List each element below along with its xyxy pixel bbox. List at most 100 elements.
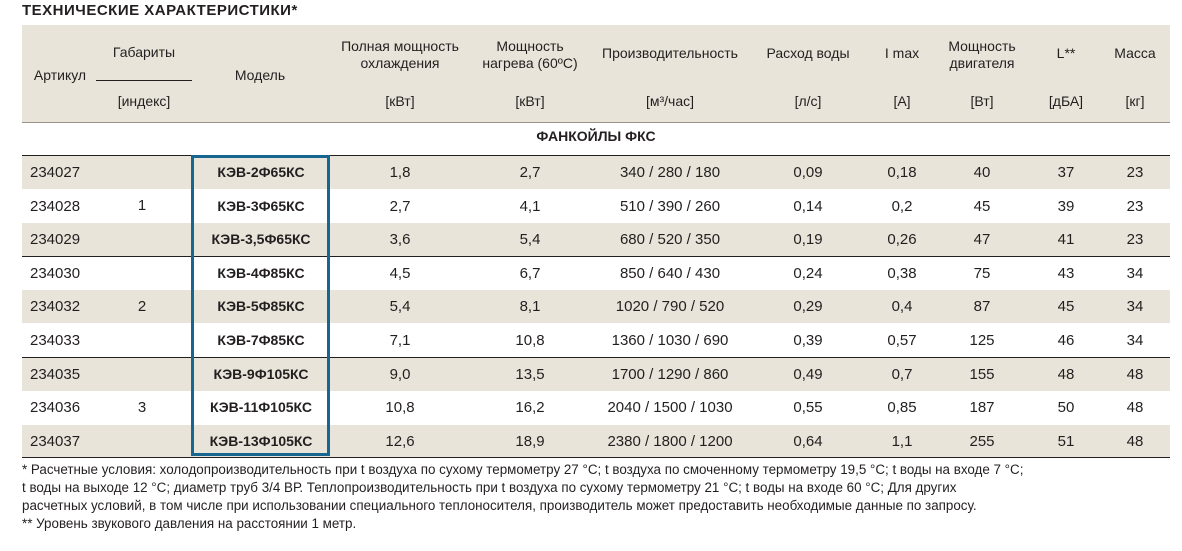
cell-productivity: 2380 / 1800 / 1200: [607, 432, 733, 450]
cell-productivity: 1360 / 1030 / 690: [611, 332, 729, 349]
header-imax: I max: [884, 45, 920, 61]
cell-imax: 0,38: [887, 264, 917, 282]
header-motor-line2: двигателя: [949, 55, 1015, 71]
cell-water-flow: 0,55: [793, 399, 823, 417]
cell-productivity: 340 / 280 / 180: [619, 164, 721, 181]
cell-model: КЭВ-7Ф85КС: [217, 332, 305, 348]
header-imax-unit: [А]: [893, 93, 911, 109]
header-mass-unit: [кг]: [1125, 93, 1145, 109]
group-divider: [22, 256, 1170, 257]
table-row: 234033 КЭВ-7Ф85КС 7,1 10,8 1360 / 1030 / 690…: [22, 324, 1170, 357]
cell-artikul: 234032: [30, 298, 81, 316]
cell-heating: 18,9: [515, 432, 545, 450]
footnote-line-2: t воды на выходе 12 °С; диаметр труб 3/4…: [22, 480, 957, 495]
cell-motor: 47: [973, 231, 991, 249]
cell-mass: 48: [1126, 365, 1144, 383]
cell-imax: 0,7: [891, 365, 913, 383]
cell-cooling: 7,1: [389, 332, 411, 349]
footnote-line-4: ** Уровень звукового давления на расстоя…: [22, 516, 357, 531]
table-top-rule: [22, 155, 1170, 156]
cell-cooling: 12,6: [385, 432, 415, 450]
group-index-2: 2: [137, 298, 147, 315]
cell-cooling: 9,0: [389, 365, 411, 383]
table-row: 234028 КЭВ-3Ф65КС 2,7 4,1 510 / 390 / 260 0,1…: [22, 190, 1170, 223]
cell-noise: 50: [1057, 399, 1075, 417]
cell-imax: 0,85: [887, 399, 917, 417]
cell-model: КЭВ-13Ф105КС: [209, 432, 313, 449]
cell-motor: 125: [969, 332, 995, 349]
header-water-flow: Расход воды: [766, 45, 850, 61]
cell-heating: 13,5: [515, 365, 545, 383]
cell-noise: 39: [1057, 197, 1075, 215]
cell-productivity: 850 / 640 / 430: [619, 264, 721, 282]
header-gabarity-unit: [индекс]: [117, 93, 171, 109]
header-heating: Мощность нагрева (60ºС): [470, 38, 590, 72]
cell-motor: 255: [969, 432, 995, 450]
cell-motor: 45: [973, 197, 991, 215]
cell-productivity: 1700 / 1290 / 860: [611, 365, 729, 383]
cell-artikul: 234035: [30, 365, 81, 383]
section-title: ФАНКОЙЛЫ ФКС: [536, 128, 656, 144]
cell-water-flow: 0,49: [793, 365, 823, 383]
cell-heating: 10,8: [515, 332, 545, 349]
cell-mass: 23: [1126, 164, 1144, 181]
table-row: 234035 КЭВ-9Ф105КС 9,0 13,5 1700 / 1290 / 86…: [22, 357, 1170, 391]
header-mass: Масса: [1114, 45, 1156, 61]
cell-productivity: 680 / 520 / 350: [619, 231, 721, 249]
header-cooling-line2: охлаждения: [360, 55, 440, 71]
group-divider: [22, 357, 1170, 358]
cell-heating: 6,7: [519, 264, 541, 282]
cell-noise: 41: [1057, 231, 1075, 249]
cell-model: КЭВ-3Ф65КС: [217, 197, 305, 214]
cell-water-flow: 0,19: [793, 231, 823, 249]
cell-water-flow: 0,09: [793, 164, 823, 181]
cell-model: КЭВ-4Ф85КС: [217, 264, 305, 281]
cell-imax: 0,2: [891, 197, 913, 215]
cell-cooling: 1,8: [389, 164, 411, 181]
cell-imax: 0,18: [887, 164, 917, 181]
cell-imax: 0,26: [887, 231, 917, 249]
cell-imax: 1,1: [891, 432, 913, 450]
cell-noise: 45: [1057, 298, 1075, 316]
cell-water-flow: 0,29: [793, 298, 823, 316]
header-motor-line1: Мощность: [948, 38, 1016, 54]
header-noise: L**: [1056, 45, 1076, 61]
cell-model: КЭВ-5Ф85КС: [217, 298, 305, 315]
cell-mass: 48: [1126, 432, 1144, 450]
header-heating-line1: Мощность: [496, 38, 564, 54]
cell-mass: 34: [1126, 298, 1144, 316]
cell-cooling: 5,4: [389, 298, 411, 316]
header-motor: Мощность двигателя: [936, 38, 1028, 72]
header-heating-line2: нагрева (60ºС): [482, 55, 578, 71]
cell-mass: 34: [1126, 332, 1144, 349]
cell-imax: 0,57: [887, 332, 917, 349]
cell-mass: 23: [1126, 197, 1144, 215]
cell-noise: 48: [1057, 365, 1075, 383]
cell-water-flow: 0,64: [793, 432, 823, 450]
cell-mass: 23: [1126, 231, 1144, 249]
cell-noise: 43: [1057, 264, 1075, 282]
cell-artikul: 234029: [30, 231, 81, 249]
footnote-line-3: расчетных условий, в том числе при испол…: [22, 498, 977, 513]
cell-model: КЭВ-3,5Ф65КС: [211, 231, 311, 248]
header-divider: [22, 122, 1170, 123]
cell-productivity: 2040 / 1500 / 1030: [607, 399, 733, 417]
table-row: 234027 КЭВ-2Ф65КС 1,8 2,7 340 / 280 / 180 0,0…: [22, 156, 1170, 189]
cell-cooling: 2,7: [389, 197, 411, 215]
cell-heating: 5,4: [519, 231, 541, 249]
cell-heating: 16,2: [515, 399, 545, 417]
header-gabarity: Габариты: [112, 44, 176, 60]
cell-model: КЭВ-9Ф105КС: [213, 365, 309, 382]
cell-productivity: 1020 / 790 / 520: [615, 298, 725, 316]
footnote-line-1: * Расчетные условия: холодопроизводитель…: [22, 462, 1024, 477]
table-row: 234030 КЭВ-4Ф85КС 4,5 6,7 850 / 640 / 430 0,2…: [22, 257, 1170, 290]
cell-heating: 2,7: [519, 164, 541, 181]
cell-cooling: 4,5: [389, 264, 411, 282]
cell-cooling: 3,6: [389, 231, 411, 249]
header-artikul: Артикул: [33, 67, 87, 83]
group-index-1: 1: [137, 197, 147, 214]
cell-artikul: 234036: [30, 399, 81, 417]
header-water-flow-unit: [л/с]: [794, 93, 822, 109]
cell-model: КЭВ-2Ф65КС: [217, 164, 305, 180]
cell-noise: 51: [1057, 432, 1075, 450]
